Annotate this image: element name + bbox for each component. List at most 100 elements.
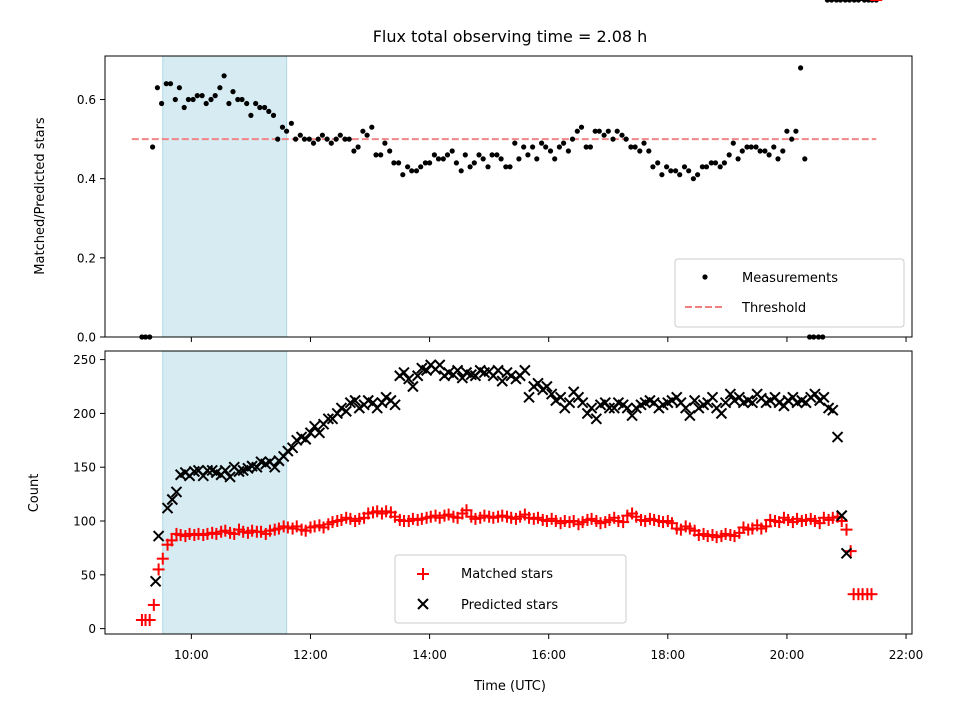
measurement-point — [244, 100, 250, 107]
measurement-point — [203, 100, 209, 107]
measurement-point — [521, 144, 527, 150]
measurement-point — [592, 128, 598, 134]
predicted-star-marker — [166, 493, 179, 506]
measurement-point — [771, 144, 777, 150]
predicted-star-marker — [715, 407, 728, 420]
predicted-star-marker — [836, 509, 848, 522]
bottom-legend: Matched stars Predicted stars — [394, 554, 627, 624]
measurement-point — [279, 124, 286, 130]
predicted-star-marker — [308, 420, 321, 433]
measurement-point — [547, 148, 554, 154]
measurement-point — [418, 164, 424, 170]
predicted-star-marker — [152, 530, 165, 542]
predicted-star-marker — [403, 373, 415, 385]
measurement-point — [471, 160, 477, 166]
measurement-point — [150, 144, 156, 150]
predicted-star-marker — [719, 396, 732, 409]
predicted-star-marker — [170, 486, 183, 498]
measurement-point — [695, 172, 701, 178]
predicted-star-marker — [590, 413, 603, 425]
measurement-point — [628, 144, 634, 150]
measurement-point — [735, 156, 741, 162]
predicted-star-marker — [389, 399, 401, 411]
measurement-point — [744, 144, 750, 150]
predicted-star-marker — [451, 364, 464, 377]
measurement-point — [485, 164, 491, 170]
measurement-point — [516, 156, 522, 162]
measurement-point — [498, 156, 504, 162]
measurement-point — [677, 172, 683, 178]
measurement-point — [601, 132, 607, 138]
matched-star-marker — [460, 504, 473, 517]
measurement-point — [534, 156, 540, 162]
measurement-point — [833, 0, 839, 3]
measurement-point — [400, 172, 406, 178]
measurement-point — [369, 124, 375, 130]
top-x-ticks — [190, 337, 907, 342]
measurement-point — [717, 164, 723, 170]
predicted-star-marker — [411, 370, 424, 382]
measurement-point — [681, 164, 688, 170]
bottom-ytick-label: 0 — [88, 622, 96, 636]
top-plot-frame — [104, 55, 913, 338]
measurement-point — [391, 160, 397, 166]
top-ytick-label: 0.4 — [77, 172, 96, 186]
measurement-point — [668, 168, 674, 174]
measurement-point — [673, 168, 679, 174]
measurement-point — [775, 156, 781, 162]
predicted-star-marker — [621, 402, 634, 414]
measurement-point — [373, 152, 379, 158]
measurement-point — [444, 152, 451, 158]
measurement-point — [221, 73, 227, 79]
top-legend: Measurements Threshold — [674, 258, 905, 328]
measurement-point — [163, 81, 169, 87]
measurement-point — [293, 136, 299, 142]
measurement-point — [270, 112, 277, 118]
measurement-point — [730, 140, 736, 146]
measurement-point — [208, 96, 214, 103]
measurement-point — [194, 93, 200, 99]
measurement-point — [422, 160, 428, 166]
predicted-star-marker — [519, 364, 531, 377]
measurement-point — [217, 85, 223, 91]
measurement-point — [699, 164, 706, 170]
measurement-point — [569, 136, 576, 142]
measurement-point — [784, 128, 790, 134]
top-y-axis-label: Matched/Predicted stars — [33, 117, 48, 275]
measurement-point — [655, 160, 661, 166]
top-ytick-label: 0.6 — [77, 93, 96, 107]
measurement-point — [248, 112, 254, 118]
measurement-point — [789, 136, 795, 142]
xtick-label: 14:00 — [412, 648, 447, 662]
bottom-y-axis-label: Count — [27, 474, 42, 513]
measurement-point — [275, 136, 281, 142]
measurement-point — [507, 164, 513, 170]
matched-star-marker — [165, 534, 178, 547]
xtick-label: 22:00 — [889, 648, 924, 662]
measurement-point — [431, 152, 437, 158]
measurement-point — [637, 148, 643, 154]
measurement-point — [726, 152, 732, 158]
bottom-plot-frame — [104, 350, 913, 635]
measurement-point — [650, 164, 656, 170]
legend-marker-matched — [417, 568, 429, 580]
predicted-star-marker — [827, 404, 839, 416]
predicted-star-marker — [688, 394, 701, 407]
measurement-point — [387, 148, 393, 154]
legend-label-measurements: Measurements — [742, 271, 838, 286]
measurement-point — [565, 148, 572, 154]
predicted-star-marker — [313, 427, 326, 439]
measurement-point — [351, 148, 357, 154]
measurement-point — [154, 85, 160, 91]
measurement-point — [539, 140, 545, 146]
measurement-point — [409, 168, 415, 174]
measurement-point — [561, 140, 567, 146]
matched-star-marker — [617, 516, 630, 529]
top-panel: 0.0 0.2 0.4 0.6 Matched/Predicted stars Mea… — [33, 0, 913, 345]
predicted-star-marker — [286, 442, 299, 454]
predicted-star-marker — [349, 394, 361, 407]
measurement-point — [766, 152, 772, 158]
measurement-point — [364, 132, 370, 138]
predicted-star-marker — [706, 391, 719, 403]
